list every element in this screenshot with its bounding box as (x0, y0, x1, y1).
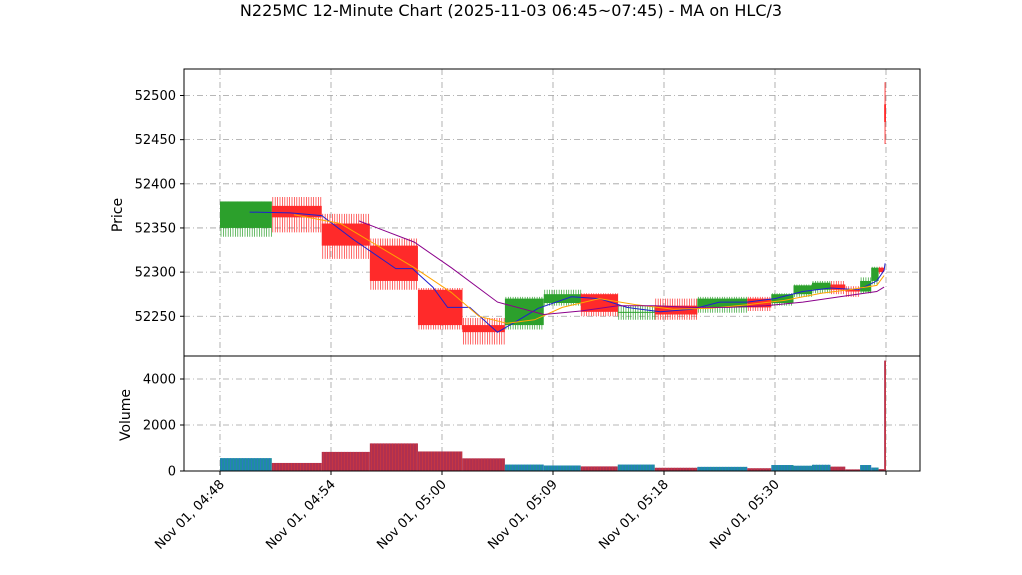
price-panel: 52250 52300 52350 52400 52450 52500 Price (110, 68, 921, 357)
candle (220, 201, 272, 237)
candle-body (697, 298, 748, 308)
volume-bar-fill (462, 458, 505, 471)
x-tick-label: Nov 01, 05:00 (374, 477, 450, 553)
volume-bar-fill (220, 458, 272, 471)
volume-bar-fill (878, 469, 885, 471)
volume-bar-fill (580, 466, 618, 471)
volume-tick-label: 2000 (143, 419, 176, 434)
volume-bar-fill (617, 464, 655, 471)
volume-bar (543, 465, 581, 471)
candle (617, 305, 656, 320)
candle (369, 238, 418, 290)
volume-bar-fill (884, 360, 886, 471)
candle (543, 289, 582, 306)
ma-line-ma_fast (249, 211, 886, 333)
candle-body (871, 267, 879, 281)
candle-body (771, 294, 794, 304)
volume-bar (580, 466, 618, 471)
candle (878, 266, 885, 274)
x-tick-label: Nov 01, 05:18 (596, 477, 672, 553)
price-tick-label: 52350 (135, 221, 176, 236)
candle (697, 296, 748, 313)
volume-ylabel: Volume (118, 389, 134, 441)
volume-yticks: 0 2000 4000 (143, 373, 184, 480)
candle (793, 284, 812, 297)
volume-bar (617, 464, 655, 471)
ma-line-ma_slow (358, 220, 885, 316)
volume-bar-fill (321, 451, 370, 471)
volume-grid (184, 356, 920, 472)
volume-bar (271, 462, 322, 471)
price-tick-label: 52300 (135, 266, 176, 281)
volume-bar (417, 451, 463, 471)
volume-bar-fill (860, 465, 872, 471)
candle-body (220, 201, 272, 228)
volume-bar-fill (812, 464, 831, 471)
volume-plot-frame (183, 355, 921, 472)
candle-body (793, 285, 812, 295)
volume-bar-fill (271, 462, 322, 471)
price-tick-label: 52400 (135, 177, 176, 192)
moving-averages (249, 211, 886, 333)
volume-panel: 0 2000 4000 Volume (118, 355, 921, 480)
volume-bar-fill (369, 443, 418, 471)
volume-bars (220, 360, 886, 471)
candle-body (543, 294, 581, 304)
volume-bar-fill (871, 467, 879, 471)
chart-title: N225MC 12-Minute Chart (2025-11-03 06:45… (240, 1, 782, 20)
volume-bar-fill (697, 466, 748, 471)
candle-body (845, 289, 861, 292)
candle (812, 280, 831, 294)
volume-bar (369, 443, 418, 471)
price-tick-label: 52450 (135, 133, 176, 148)
volume-bar (884, 360, 886, 471)
volume-bar (793, 465, 812, 471)
candle-body (369, 245, 418, 281)
volume-tick-label: 4000 (143, 373, 176, 388)
x-tick-label: Nov 01, 04:48 (152, 477, 228, 553)
candle (271, 197, 322, 233)
x-tick-label: Nov 01, 04:54 (263, 477, 339, 553)
candle (830, 280, 846, 295)
volume-bar (321, 451, 370, 471)
candle (860, 277, 872, 294)
volume-bar-fill (543, 465, 581, 471)
volume-bar-fill (654, 467, 698, 471)
volume-bar-fill (771, 465, 794, 471)
volume-bar (220, 458, 272, 471)
volume-bar-fill (793, 465, 812, 471)
candle-body (878, 267, 885, 273)
volume-bar (462, 458, 505, 471)
volume-bar (654, 467, 698, 471)
price-yticks: 52250 52300 52350 52400 52450 52500 (135, 89, 184, 325)
price-ylabel: Price (110, 198, 126, 232)
volume-bar-fill (747, 468, 772, 471)
ma-line-ma_mid (293, 214, 885, 324)
volume-bar (771, 465, 794, 471)
candle-body (812, 282, 831, 290)
x-tick-label: Nov 01, 05:30 (707, 477, 783, 553)
candle-body (321, 223, 370, 246)
candle-body (617, 311, 655, 313)
candle (580, 293, 619, 317)
volume-bar (697, 466, 748, 471)
candle-body (271, 205, 322, 218)
volume-bar (504, 464, 544, 471)
volume-bar (871, 467, 879, 471)
x-axis-ticks: Nov 01, 04:48 Nov 01, 04:54 Nov 01, 05:00 N… (152, 471, 887, 553)
volume-bar (812, 464, 831, 471)
x-tick-label: Nov 01, 05:09 (485, 477, 561, 553)
candle-body (462, 325, 505, 333)
price-tick-label: 52250 (135, 310, 176, 325)
volume-bar (860, 465, 872, 471)
volume-bar (830, 466, 846, 471)
candle-body (884, 104, 886, 122)
candle-body (830, 284, 846, 290)
price-tick-label: 52500 (135, 89, 176, 104)
candle (417, 288, 463, 330)
volume-tick-label: 0 (168, 465, 176, 480)
candle (884, 82, 886, 145)
